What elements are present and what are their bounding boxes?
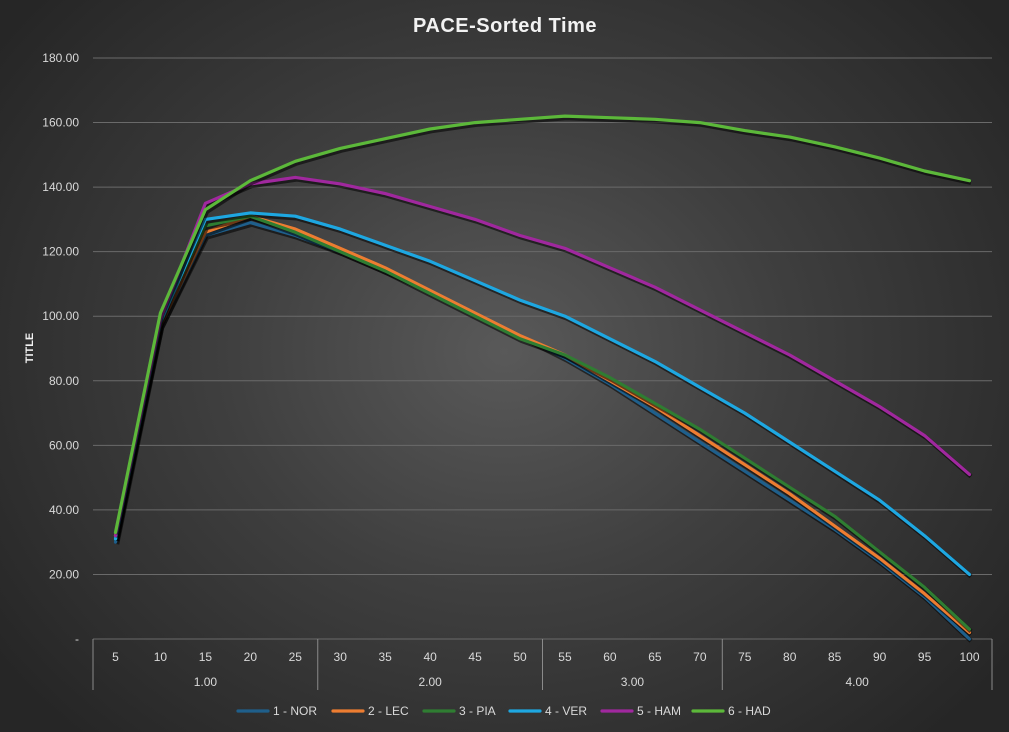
x-tick-label: 60 — [603, 650, 617, 664]
series-line — [113, 175, 972, 538]
x-tick-label: 65 — [648, 650, 662, 664]
x-tick-label: 10 — [154, 650, 168, 664]
y-tick-label: - — [75, 632, 79, 646]
x-tick-label: 25 — [289, 650, 303, 664]
x-tick-label: 70 — [693, 650, 707, 664]
series-lines — [113, 114, 973, 643]
y-tick-label: 80.00 — [49, 374, 79, 388]
x-tick-label: 75 — [738, 650, 752, 664]
y-tick-label: 140.00 — [42, 180, 79, 194]
legend-label: 2 - LEC — [368, 704, 409, 718]
x-axis: 5 10 15 20 25 30 35 40 45 50 55 60 65 70 75 80 85 90 95 100… — [92, 639, 993, 690]
series-line-shadow — [114, 222, 973, 643]
x-tick-label: 55 — [558, 650, 572, 664]
y-tick-label: 100.00 — [42, 309, 79, 323]
series-line — [113, 214, 972, 631]
x-tick-label: 90 — [873, 650, 887, 664]
x-tick-label: 100 — [960, 650, 980, 664]
series-line-shadow — [114, 177, 973, 539]
x-tick-label: 85 — [828, 650, 842, 664]
series-line-shadow — [114, 115, 972, 535]
series-line — [113, 114, 972, 535]
x-tick-label: 95 — [918, 650, 932, 664]
y-tick-label: 180.00 — [42, 51, 79, 65]
y-axis-title: TITLE — [24, 333, 36, 364]
y-tick-label: 120.00 — [42, 245, 79, 259]
legend-label: 5 - HAM — [637, 704, 681, 718]
legend-label: 3 - PIA — [459, 704, 496, 718]
x-tick-label: 45 — [468, 650, 482, 664]
x-group-label: 3.00 — [621, 675, 645, 689]
gridlines — [93, 57, 992, 640]
series-line — [113, 214, 972, 635]
y-axis-ticks: - 20.00 40.00 60.00 80.00 100.00 120.00 140.00 1… — [42, 51, 79, 646]
series-line — [113, 211, 972, 577]
y-tick-label: 160.00 — [42, 116, 79, 130]
x-tick-label: 80 — [783, 650, 797, 664]
legend-label: 4 - VER — [545, 704, 587, 718]
legend: 1 - NOR 2 - LEC 3 - PIA 4 - VER 5 - HAM 6 - H… — [236, 704, 771, 718]
y-tick-label: 40.00 — [49, 503, 79, 517]
series-line-shadow — [114, 215, 973, 633]
x-tick-label: 50 — [513, 650, 527, 664]
y-tick-label: 20.00 — [49, 567, 79, 581]
x-tick-label: 20 — [244, 650, 258, 664]
chart-title: PACE-Sorted Time — [413, 15, 597, 37]
x-group-label: 2.00 — [418, 675, 442, 689]
legend-label: 6 - HAD — [728, 704, 771, 718]
x-tick-label: 40 — [423, 650, 437, 664]
series-line — [113, 221, 972, 641]
x-tick-label: 15 — [199, 650, 213, 664]
x-tick-label: 35 — [378, 650, 392, 664]
x-tick-label: 5 — [112, 650, 119, 664]
x-group-label: 4.00 — [845, 675, 869, 689]
y-tick-label: 60.00 — [49, 438, 79, 452]
x-tick-label: 30 — [334, 650, 348, 664]
legend-label: 1 - NOR — [273, 704, 317, 718]
series-line-shadow — [114, 215, 973, 637]
x-group-label: 1.00 — [194, 675, 218, 689]
